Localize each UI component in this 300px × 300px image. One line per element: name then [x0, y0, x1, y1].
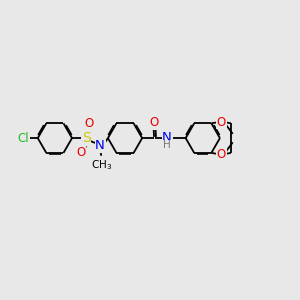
- Text: S: S: [82, 131, 91, 145]
- Text: O: O: [76, 146, 85, 159]
- Text: N: N: [162, 131, 172, 144]
- Text: O: O: [85, 117, 94, 130]
- Text: N: N: [95, 139, 105, 152]
- Text: O: O: [217, 116, 226, 129]
- Text: O: O: [217, 148, 226, 160]
- Text: Cl: Cl: [18, 132, 29, 145]
- Text: O: O: [149, 116, 158, 129]
- Text: CH$_3$: CH$_3$: [91, 159, 112, 172]
- Text: H: H: [164, 140, 171, 150]
